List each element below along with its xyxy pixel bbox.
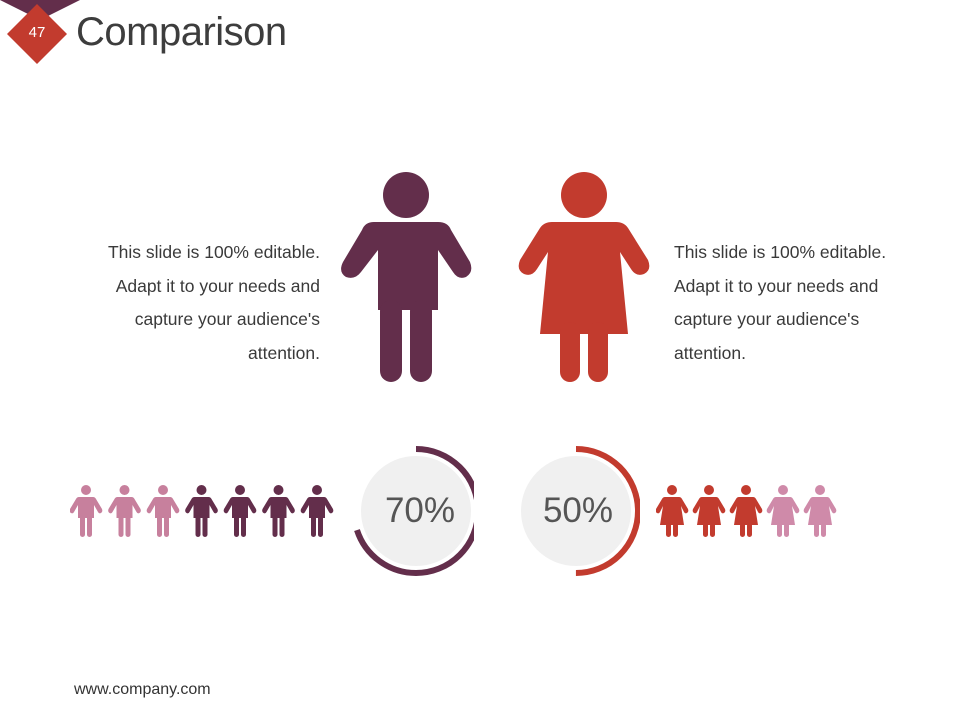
male-percent-gauge: 70% bbox=[350, 444, 481, 578]
female-description: This slide is 100% editable. Adapt it to… bbox=[674, 242, 887, 363]
female-percent-gauge: 50% bbox=[511, 444, 641, 578]
female-person-icon bbox=[692, 485, 726, 537]
male-percent-label: 70% bbox=[384, 491, 456, 530]
page-title: Comparison bbox=[76, 10, 287, 54]
male-person-icon bbox=[300, 485, 334, 537]
female-person-icon bbox=[655, 485, 689, 537]
male-person-icon bbox=[262, 485, 295, 537]
male-person-icon bbox=[341, 172, 472, 382]
male-gauge-background bbox=[361, 456, 471, 566]
male-icon-row-svg bbox=[69, 485, 334, 537]
slide-number-badge bbox=[0, 0, 80, 64]
female-person-icon bbox=[518, 172, 650, 382]
female-person-icon bbox=[729, 485, 763, 537]
female-person-icon bbox=[803, 485, 837, 537]
slide-number-diamond bbox=[7, 4, 67, 64]
male-person-icon bbox=[185, 485, 218, 537]
male-person-icon bbox=[69, 485, 103, 537]
female-person-icon bbox=[766, 485, 800, 537]
female-gauge-background bbox=[521, 456, 631, 566]
male-person-icon bbox=[108, 485, 141, 537]
female-gauge-arc bbox=[511, 446, 641, 576]
footer-url: www.company.com bbox=[74, 681, 211, 698]
male-description: This slide is 100% editable. Adapt it to… bbox=[107, 242, 320, 363]
female-icon-row-svg bbox=[655, 485, 837, 537]
male-person-icon bbox=[223, 485, 257, 537]
male-icon-row bbox=[69, 485, 340, 544]
female-gauge-svg bbox=[511, 446, 641, 576]
female-icon-row bbox=[655, 485, 846, 544]
slide-number: 47 bbox=[28, 24, 46, 41]
female-percent-label: 50% bbox=[542, 491, 614, 530]
male-person-icon bbox=[146, 485, 180, 537]
